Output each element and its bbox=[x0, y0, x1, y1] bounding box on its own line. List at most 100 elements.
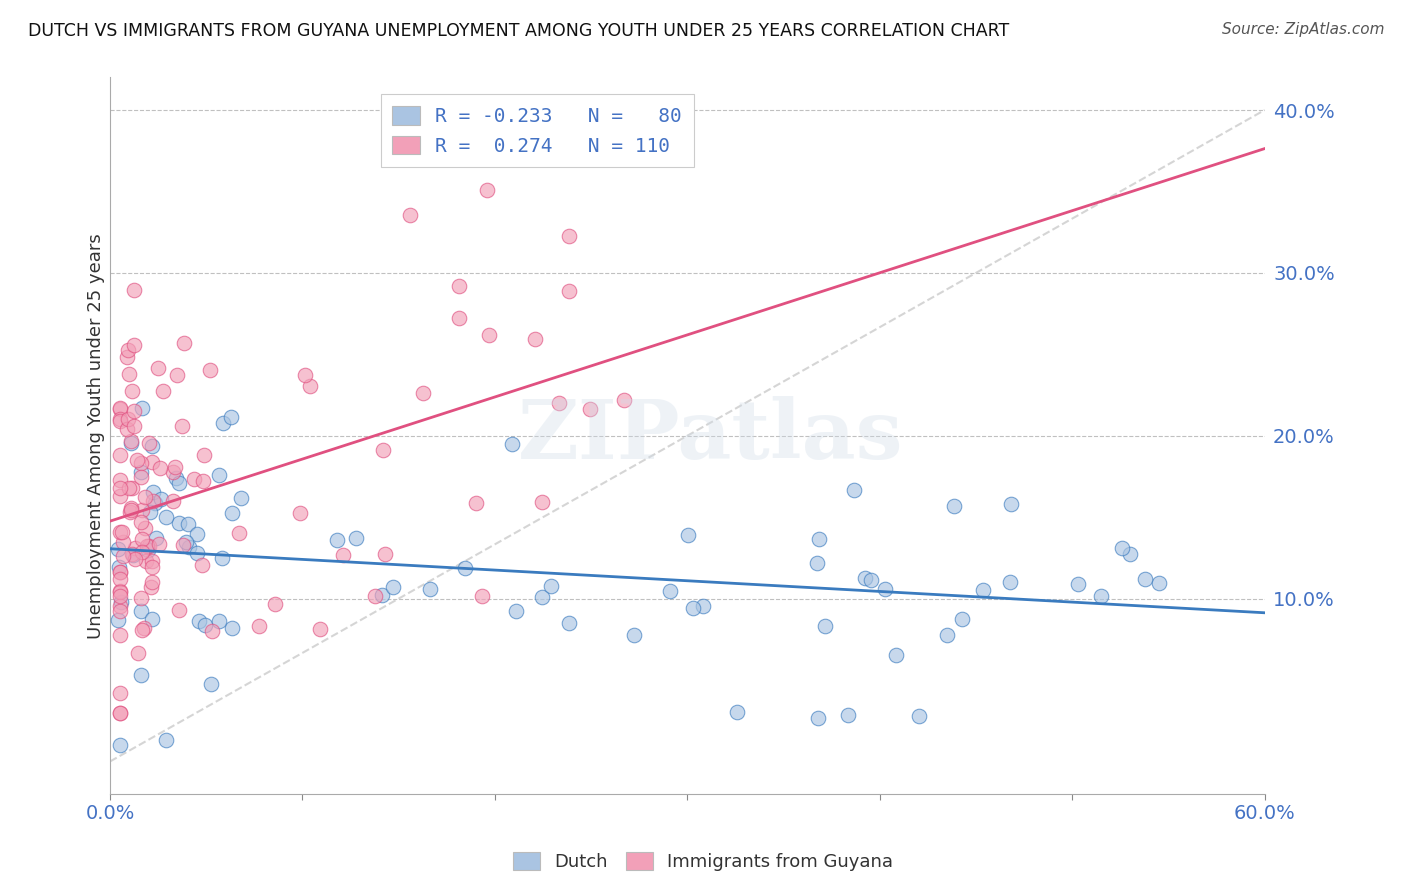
Point bbox=[950, 611, 973, 625]
Point bbox=[530, 495, 553, 509]
Point bbox=[873, 582, 896, 597]
Point bbox=[208, 615, 231, 629]
Point bbox=[942, 499, 965, 513]
Point bbox=[478, 328, 501, 343]
Point bbox=[115, 421, 138, 435]
Point bbox=[141, 612, 163, 626]
Point bbox=[118, 505, 141, 519]
Point bbox=[108, 686, 131, 700]
Point bbox=[288, 506, 311, 520]
Point bbox=[807, 711, 830, 725]
Point bbox=[193, 448, 215, 462]
Point bbox=[167, 475, 190, 490]
Point bbox=[122, 418, 145, 433]
Point bbox=[131, 604, 153, 618]
Point bbox=[131, 668, 153, 682]
Point bbox=[471, 589, 494, 603]
Point bbox=[294, 368, 316, 382]
Point bbox=[121, 547, 143, 561]
Point bbox=[141, 575, 163, 590]
Point bbox=[344, 531, 367, 545]
Point bbox=[136, 543, 159, 558]
Point bbox=[540, 579, 562, 593]
Point bbox=[208, 467, 231, 482]
Point bbox=[131, 545, 153, 559]
Point bbox=[108, 604, 131, 618]
Point bbox=[859, 573, 882, 587]
Point bbox=[177, 540, 200, 554]
Point bbox=[120, 503, 142, 517]
Point bbox=[371, 443, 394, 458]
Point bbox=[108, 524, 131, 539]
Point bbox=[122, 404, 145, 418]
Point bbox=[108, 566, 131, 580]
Point bbox=[177, 516, 200, 531]
Point bbox=[454, 561, 477, 575]
Point bbox=[108, 583, 131, 598]
Point bbox=[1147, 576, 1170, 591]
Point bbox=[364, 589, 387, 603]
Point bbox=[134, 621, 156, 635]
Point bbox=[131, 591, 153, 605]
Point bbox=[131, 533, 153, 547]
Point bbox=[141, 455, 163, 469]
Point bbox=[399, 208, 422, 222]
Point bbox=[163, 460, 186, 475]
Point bbox=[807, 532, 830, 546]
Point bbox=[108, 585, 131, 599]
Point bbox=[155, 732, 177, 747]
Point bbox=[122, 284, 145, 298]
Point bbox=[725, 705, 748, 719]
Point bbox=[447, 311, 470, 326]
Point bbox=[247, 619, 270, 633]
Point bbox=[1000, 497, 1022, 511]
Point bbox=[998, 575, 1021, 590]
Point bbox=[465, 496, 488, 510]
Point bbox=[120, 436, 142, 450]
Point bbox=[148, 537, 170, 551]
Point bbox=[112, 534, 135, 549]
Point bbox=[121, 384, 143, 398]
Point bbox=[118, 367, 141, 381]
Point bbox=[108, 738, 131, 752]
Point bbox=[264, 597, 287, 611]
Point bbox=[127, 647, 149, 661]
Point bbox=[107, 541, 129, 556]
Point bbox=[659, 583, 682, 598]
Point bbox=[371, 588, 394, 602]
Point bbox=[149, 461, 172, 475]
Point bbox=[108, 481, 131, 495]
Point bbox=[108, 572, 131, 586]
Point bbox=[162, 493, 184, 508]
Point bbox=[936, 628, 959, 642]
Point bbox=[108, 589, 131, 603]
Point bbox=[505, 604, 527, 618]
Point bbox=[228, 525, 250, 540]
Point bbox=[298, 378, 321, 392]
Point bbox=[138, 436, 160, 450]
Point bbox=[908, 708, 931, 723]
Point bbox=[309, 622, 332, 636]
Point bbox=[108, 566, 131, 580]
Point bbox=[108, 706, 131, 720]
Point bbox=[613, 393, 636, 408]
Point bbox=[131, 401, 153, 416]
Legend: Dutch, Immigrants from Guyana: Dutch, Immigrants from Guyana bbox=[506, 846, 900, 879]
Point bbox=[219, 410, 242, 425]
Point bbox=[115, 351, 138, 365]
Point bbox=[190, 558, 212, 572]
Point bbox=[1067, 576, 1090, 591]
Point bbox=[111, 524, 134, 539]
Point bbox=[165, 471, 187, 485]
Point bbox=[129, 515, 152, 529]
Point bbox=[108, 560, 131, 574]
Point bbox=[145, 531, 167, 545]
Point bbox=[419, 582, 441, 596]
Point bbox=[221, 506, 243, 520]
Point bbox=[149, 491, 172, 506]
Point bbox=[1111, 541, 1133, 556]
Point bbox=[108, 489, 131, 503]
Point bbox=[167, 603, 190, 617]
Point bbox=[412, 386, 434, 401]
Point bbox=[221, 621, 243, 635]
